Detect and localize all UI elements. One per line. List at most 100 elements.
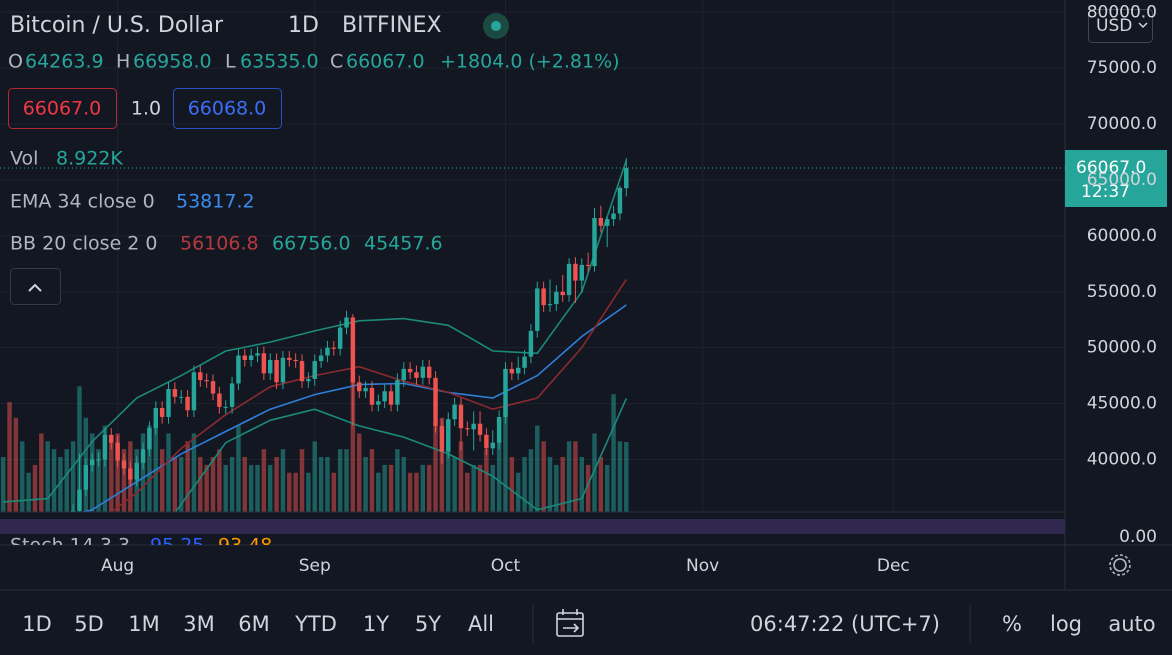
volume-bar	[579, 457, 585, 512]
indicator-value: 56106.8	[180, 233, 259, 255]
candle-body	[414, 372, 419, 378]
sell-price[interactable]: 66067.0	[23, 98, 102, 120]
auto-toggle[interactable]: auto	[1108, 612, 1155, 636]
stoch-d: 93.48	[218, 535, 272, 557]
candle-body	[401, 368, 406, 381]
candle-body	[267, 359, 273, 374]
volume-bar	[547, 457, 553, 512]
volume-bar	[210, 457, 216, 512]
volume-bar	[115, 433, 120, 512]
percent-toggle[interactable]: %	[1002, 612, 1022, 636]
candle-body	[465, 428, 470, 430]
range-button[interactable]: 5Y	[415, 612, 441, 636]
clock[interactable]: 06:47:22 (UTC+7)	[750, 612, 940, 636]
volume-bar	[77, 386, 82, 512]
volume-bar	[20, 441, 25, 512]
candle-body	[357, 382, 362, 392]
date-range-icon[interactable]	[556, 609, 584, 637]
volume-bar	[554, 464, 559, 512]
candle-body	[598, 217, 604, 226]
candle-body	[153, 408, 159, 429]
volume-bar	[293, 472, 298, 512]
candle-body	[159, 408, 165, 417]
volume-bar	[401, 457, 406, 512]
indicator-label: BB 20 close 2 0	[10, 233, 158, 255]
volume-bar	[217, 449, 222, 512]
currency[interactable]: USD	[1096, 16, 1132, 36]
candle-body	[223, 406, 228, 408]
volume-bar	[242, 457, 248, 512]
buy-button[interactable]	[173, 88, 282, 129]
volume-bar	[45, 441, 50, 512]
volume-bar	[32, 464, 38, 512]
interval: 1D	[288, 13, 319, 38]
volume-bar	[325, 457, 330, 512]
sell-button[interactable]	[8, 88, 117, 129]
volume-bar	[331, 472, 337, 512]
candle-body	[287, 357, 292, 360]
range-button[interactable]: 1D	[22, 612, 52, 636]
volume-bar	[611, 394, 616, 512]
candle-body	[471, 423, 476, 430]
volume-bar	[306, 472, 311, 512]
candle-body	[134, 462, 139, 480]
volume-bar	[490, 464, 495, 512]
candle-body	[344, 317, 349, 328]
volume-bar	[89, 433, 95, 512]
log-toggle[interactable]: log	[1050, 612, 1082, 636]
indicator-line	[80, 304, 627, 512]
candle-body	[102, 434, 108, 460]
candle-body	[579, 264, 585, 281]
range-button[interactable]: 3M	[183, 612, 214, 636]
volume-bar	[446, 441, 451, 512]
symbol: Bitcoin / U.S. Dollar	[10, 13, 224, 38]
candle-body	[255, 353, 260, 356]
range-button[interactable]: 1M	[128, 612, 159, 636]
range-button[interactable]: All	[468, 612, 494, 636]
dropdown-icon[interactable]	[1138, 22, 1148, 29]
range-button[interactable]: 5D	[74, 612, 104, 636]
volume-bar	[471, 464, 476, 512]
volume-bar	[496, 441, 502, 512]
candle-body	[325, 347, 330, 356]
candle-body	[293, 359, 298, 362]
volume-bar	[39, 433, 44, 512]
y-tick-label: 70000.0	[1087, 114, 1157, 134]
candle-body	[217, 393, 222, 407]
candle-body	[439, 425, 445, 452]
candle-body	[407, 368, 413, 373]
candle-body	[509, 368, 515, 374]
candle-body	[541, 288, 546, 306]
volume-bar	[248, 464, 254, 512]
settings-icon[interactable]	[1109, 554, 1131, 576]
volume-bar	[598, 457, 604, 512]
candle-body	[83, 465, 89, 490]
x-tick-label: Nov	[686, 556, 719, 576]
buy-price[interactable]: 66068.0	[188, 98, 267, 120]
candle-body	[147, 428, 152, 450]
volume-bar	[229, 457, 235, 512]
candle-body	[191, 372, 197, 411]
range-button[interactable]: 1Y	[363, 612, 389, 636]
grid	[0, 0, 1065, 512]
ohlc-label: H	[116, 51, 130, 73]
range-button[interactable]: YTD	[294, 612, 337, 636]
volume-bar	[13, 417, 19, 512]
x-tick-label: Dec	[877, 556, 910, 576]
volume-bar	[280, 449, 286, 512]
volume-bar	[515, 472, 521, 512]
candle-body	[115, 442, 120, 461]
candle-body	[248, 355, 254, 360]
volume-bar	[503, 409, 508, 512]
candle-body	[312, 361, 317, 379]
volume-bar	[58, 457, 63, 512]
candle-body	[560, 291, 565, 296]
volume-bar	[274, 457, 279, 512]
volume-bar	[96, 449, 101, 512]
range-button[interactable]: 6M	[238, 612, 269, 636]
currency-button[interactable]	[1088, 9, 1153, 43]
chevron-icon[interactable]	[28, 283, 42, 292]
candle-body	[604, 219, 610, 226]
candle-body	[573, 263, 578, 281]
